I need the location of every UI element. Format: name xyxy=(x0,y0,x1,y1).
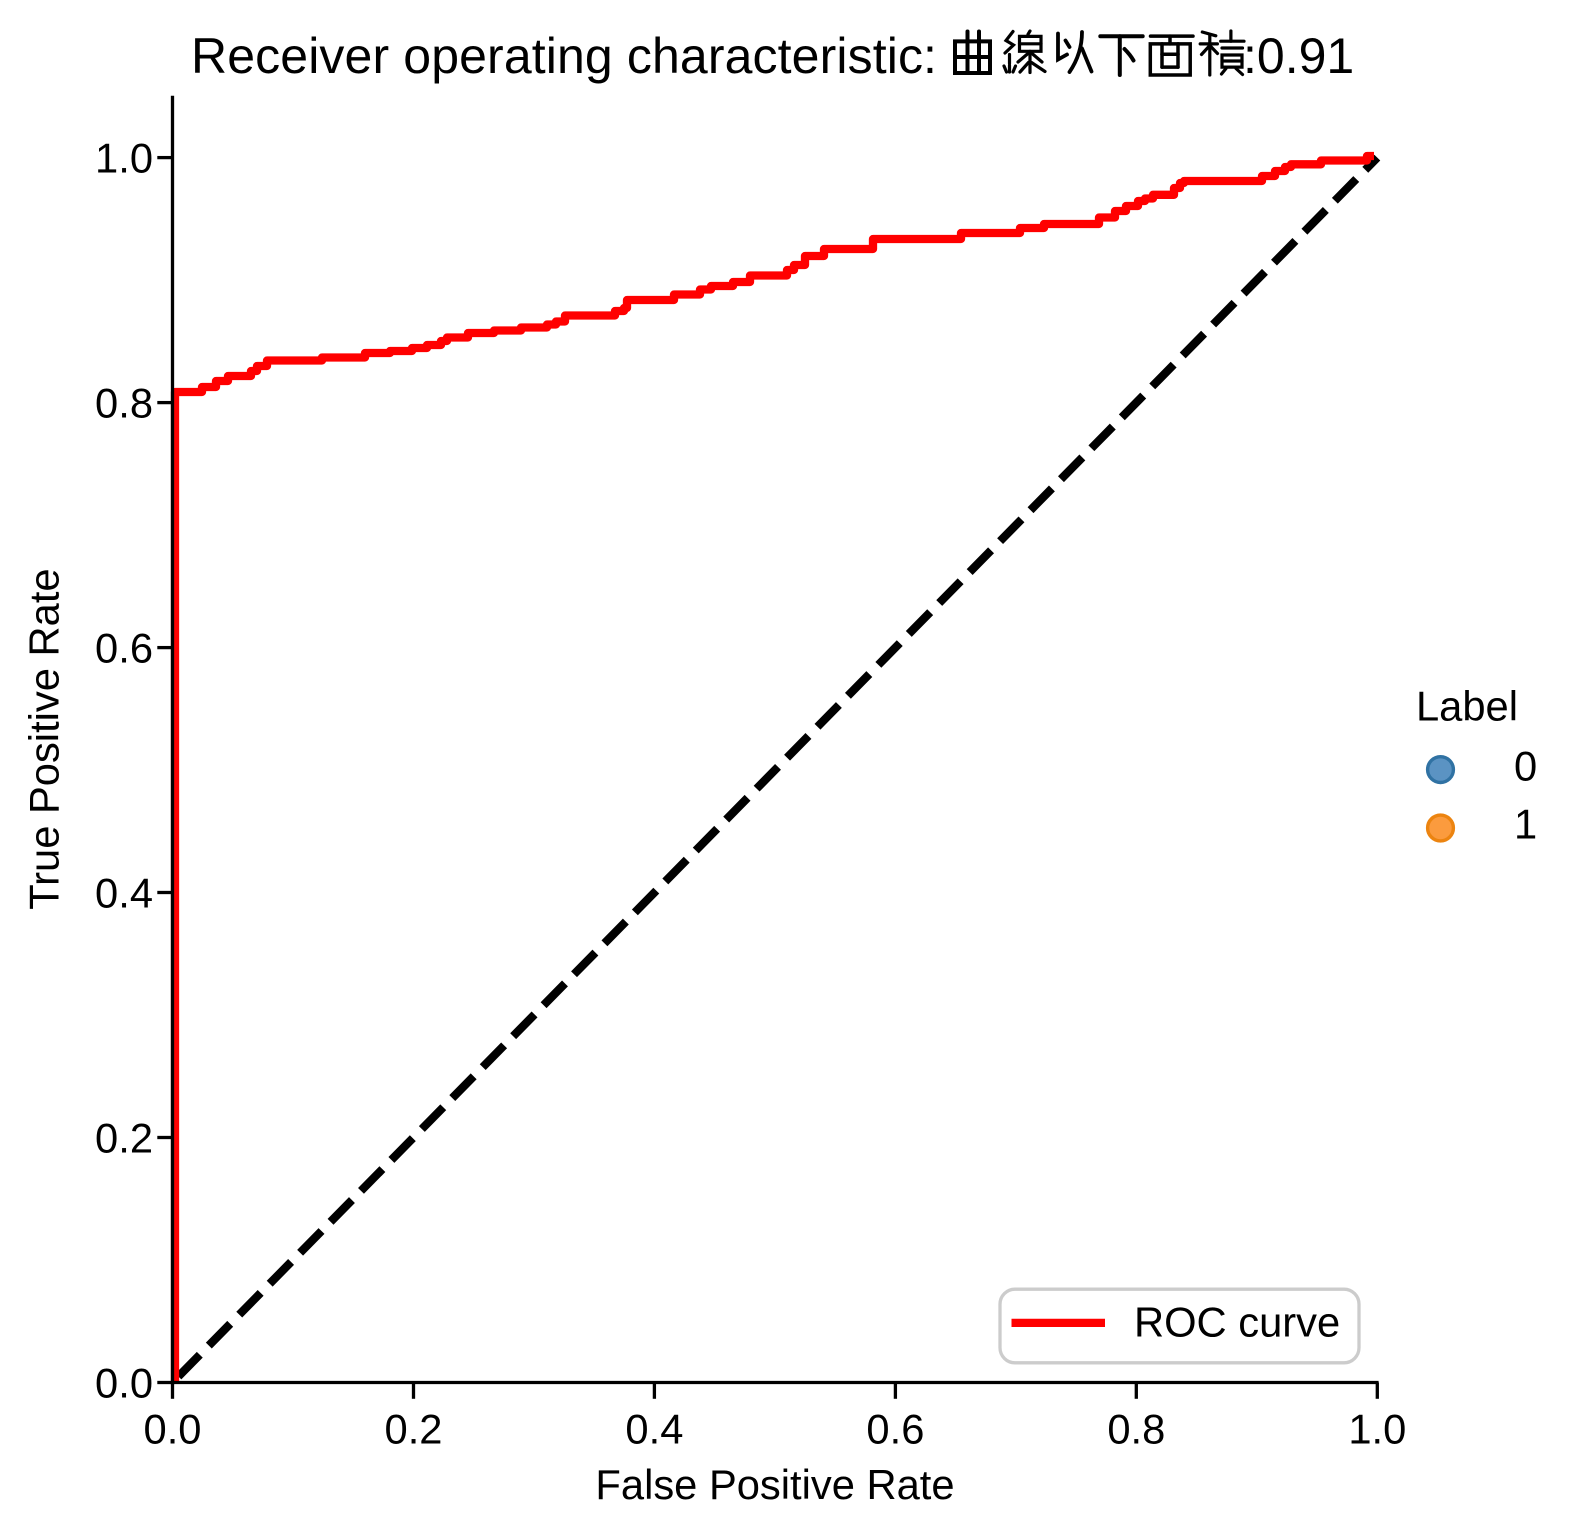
svg-text:False Positive Rate: False Positive Rate xyxy=(595,1461,954,1508)
svg-text:0.2: 0.2 xyxy=(95,1115,153,1162)
svg-text:1: 1 xyxy=(1514,801,1537,848)
svg-text:True Positive Rate: True Positive Rate xyxy=(21,568,68,909)
svg-text:0.0: 0.0 xyxy=(144,1406,202,1453)
svg-text:0.0: 0.0 xyxy=(95,1360,153,1407)
svg-text:0.6: 0.6 xyxy=(95,625,153,672)
svg-text:0.4: 0.4 xyxy=(625,1406,683,1453)
svg-text:0.4: 0.4 xyxy=(95,870,153,917)
svg-text:0.8: 0.8 xyxy=(95,380,153,427)
svg-text:0.8: 0.8 xyxy=(1107,1406,1165,1453)
svg-text:0.2: 0.2 xyxy=(385,1406,443,1453)
svg-text:0.6: 0.6 xyxy=(866,1406,924,1453)
svg-text:0: 0 xyxy=(1514,743,1537,790)
svg-text:1.0: 1.0 xyxy=(1348,1406,1406,1453)
svg-text:Receiver operating characteris: Receiver operating characteristic: xyxy=(191,28,937,84)
svg-text:Label: Label xyxy=(1416,683,1518,730)
svg-text:1.0: 1.0 xyxy=(95,135,153,182)
svg-text:ROC curve: ROC curve xyxy=(1134,1299,1340,1346)
svg-text::0.91: :0.91 xyxy=(1243,28,1354,84)
